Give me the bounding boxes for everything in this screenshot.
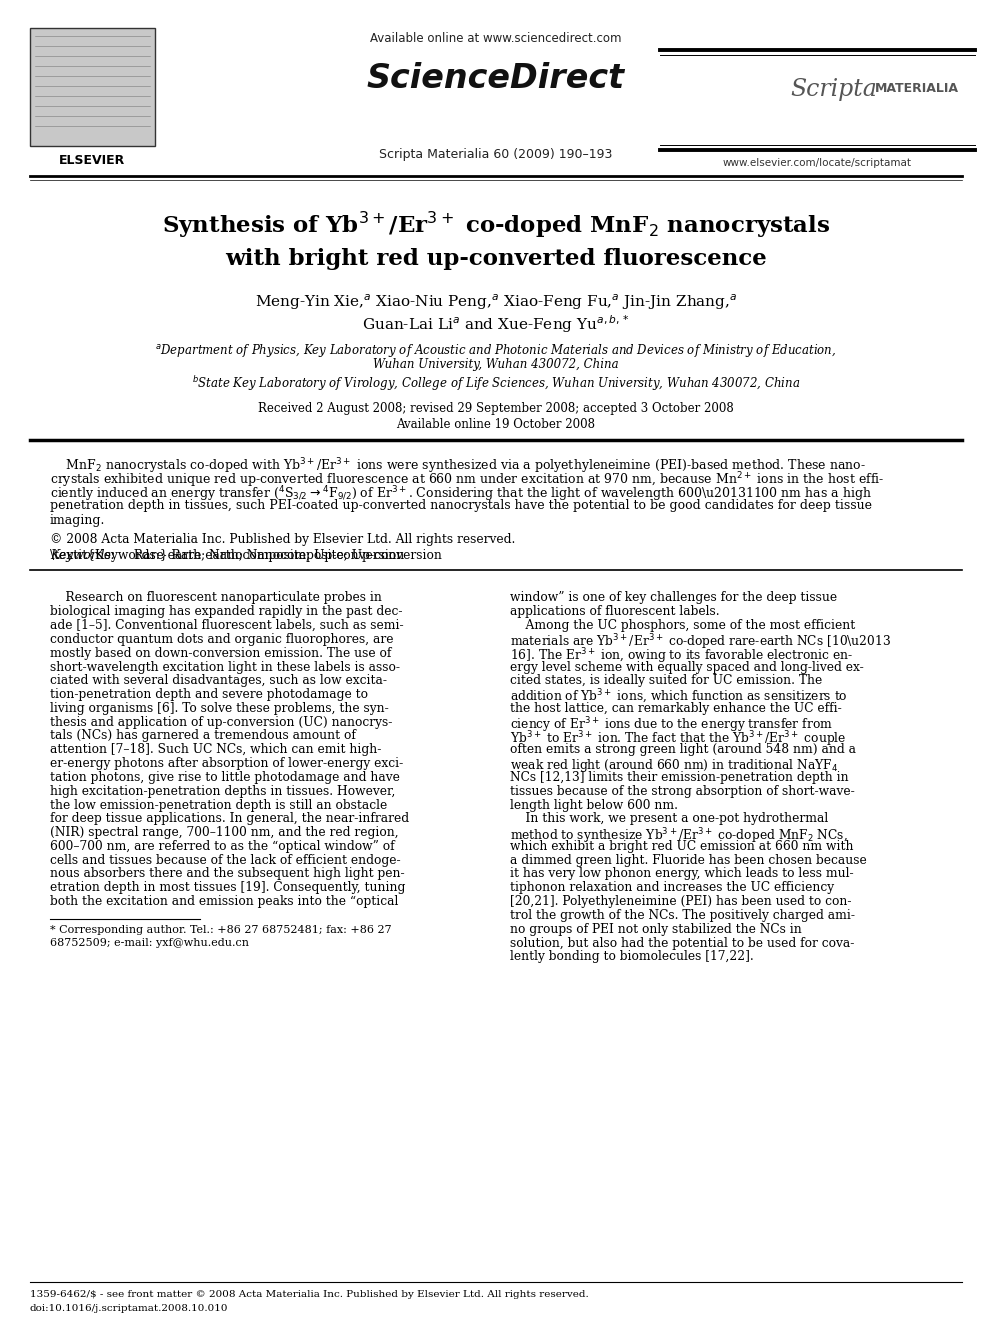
Text: cells and tissues because of the lack of efficient endoge-: cells and tissues because of the lack of… (50, 853, 401, 867)
Text: Guan-Lai Li$^{a}$ and Xue-Feng Yu$^{a,b,*}$: Guan-Lai Li$^{a}$ and Xue-Feng Yu$^{a,b,… (362, 314, 630, 335)
Text: imaging.: imaging. (50, 515, 105, 527)
Text: which exhibit a bright red UC emission at 660 nm with: which exhibit a bright red UC emission a… (510, 840, 853, 853)
Bar (30, 28, 155, 146)
Text: no groups of PEI not only stabilized the NCs in: no groups of PEI not only stabilized the… (510, 922, 802, 935)
Text: cited states, is ideally suited for UC emission. The: cited states, is ideally suited for UC e… (510, 675, 822, 688)
Text: Scripta: Scripta (790, 78, 877, 101)
Text: short-wavelength excitation light in these labels is asso-: short-wavelength excitation light in the… (50, 660, 400, 673)
Text: doi:10.1016/j.scriptamat.2008.10.010: doi:10.1016/j.scriptamat.2008.10.010 (30, 1304, 228, 1312)
Text: tion-penetration depth and severe photodamage to: tion-penetration depth and severe photod… (50, 688, 368, 701)
Text: ciently induced an energy transfer ($^4$S$_{3/2}$$\rightarrow$$^4$F$_{9/2}$) of : ciently induced an energy transfer ($^4$… (50, 486, 872, 504)
Text: Among the UC phosphors, some of the most efficient: Among the UC phosphors, some of the most… (510, 619, 855, 632)
Text: ciency of Er$^{3+}$ ions due to the energy transfer from: ciency of Er$^{3+}$ ions due to the ener… (510, 716, 832, 736)
Text: (NIR) spectral range, 700–1100 nm, and the red region,: (NIR) spectral range, 700–1100 nm, and t… (50, 826, 399, 839)
Text: Yb$^{3+}$ to Er$^{3+}$ ion. The fact that the Yb$^{3+}$/Er$^{3+}$ couple: Yb$^{3+}$ to Er$^{3+}$ ion. The fact tha… (510, 729, 846, 749)
Text: trol the growth of the NCs. The positively charged ami-: trol the growth of the NCs. The positive… (510, 909, 855, 922)
Text: ELSEVIER: ELSEVIER (60, 153, 126, 167)
Text: method to synthesize Yb$^{3+}$/Er$^{3+}$ co-doped MnF$_2$ NCs,: method to synthesize Yb$^{3+}$/Er$^{3+}$… (510, 826, 848, 845)
Text: Research on fluorescent nanoparticulate probes in: Research on fluorescent nanoparticulate … (50, 591, 382, 605)
Text: $^{a}$Department of Physics, Key Laboratory of Acoustic and Photonic Materials a: $^{a}$Department of Physics, Key Laborat… (156, 343, 836, 359)
Text: Available online at www.sciencedirect.com: Available online at www.sciencedirect.co… (370, 32, 622, 45)
Text: Synthesis of Yb$^{3+}$/Er$^{3+}$ co-doped MnF$_2$ nanocrystals: Synthesis of Yb$^{3+}$/Er$^{3+}$ co-dope… (162, 210, 830, 241)
Text: [20,21]. Polyethyleneimine (PEI) has been used to con-: [20,21]. Polyethyleneimine (PEI) has bee… (510, 896, 851, 908)
Text: www.elsevier.com/locate/scriptamat: www.elsevier.com/locate/scriptamat (723, 157, 912, 168)
Text: Wuhan University, Wuhan 430072, China: Wuhan University, Wuhan 430072, China (373, 359, 619, 370)
Text: applications of fluorescent labels.: applications of fluorescent labels. (510, 606, 719, 618)
Text: window” is one of key challenges for the deep tissue: window” is one of key challenges for the… (510, 591, 837, 605)
Text: it has very low phonon energy, which leads to less mul-: it has very low phonon energy, which lea… (510, 868, 854, 881)
Text: Available online 19 October 2008: Available online 19 October 2008 (397, 418, 595, 431)
Text: $^{b}$State Key Laboratory of Virology, College of Life Sciences, Wuhan Universi: $^{b}$State Key Laboratory of Virology, … (191, 374, 801, 393)
Text: weak red light (around 660 nm) in traditional NaYF$_4$: weak red light (around 660 nm) in tradit… (510, 757, 838, 774)
Text: MATERIALIA: MATERIALIA (875, 82, 959, 95)
Text: \textit{Keywords:} Rare earth; Nanocomposite; Up-conversion: \textit{Keywords:} Rare earth; Nanocompo… (50, 549, 441, 562)
Text: er-energy photons after absorption of lower-energy exci-: er-energy photons after absorption of lo… (50, 757, 404, 770)
Text: high excitation-penetration depths in tissues. However,: high excitation-penetration depths in ti… (50, 785, 396, 798)
Text: © 2008 Acta Materialia Inc. Published by Elsevier Ltd. All rights reserved.: © 2008 Acta Materialia Inc. Published by… (50, 532, 516, 545)
Text: ScienceDirect: ScienceDirect (367, 62, 625, 95)
Text: living organisms [6]. To solve these problems, the syn-: living organisms [6]. To solve these pro… (50, 703, 389, 714)
Text: conductor quantum dots and organic fluorophores, are: conductor quantum dots and organic fluor… (50, 632, 394, 646)
Text: with bright red up-converted fluorescence: with bright red up-converted fluorescenc… (225, 247, 767, 270)
Text: In this work, we present a one-pot hydrothermal: In this work, we present a one-pot hydro… (510, 812, 828, 826)
Text: 1359-6462/$ - see front matter © 2008 Acta Materialia Inc. Published by Elsevier: 1359-6462/$ - see front matter © 2008 Ac… (30, 1290, 588, 1299)
Text: for deep tissue applications. In general, the near-infrared: for deep tissue applications. In general… (50, 812, 409, 826)
Text: Received 2 August 2008; revised 29 September 2008; accepted 3 October 2008: Received 2 August 2008; revised 29 Septe… (258, 402, 734, 415)
Text: Scripta Materialia 60 (2009) 190–193: Scripta Materialia 60 (2009) 190–193 (379, 148, 613, 161)
Text: MnF$_2$ nanocrystals co-doped with Yb$^{3+}$/Er$^{3+}$ ions were synthesized via: MnF$_2$ nanocrystals co-doped with Yb$^{… (50, 456, 866, 475)
Text: the host lattice, can remarkably enhance the UC effi-: the host lattice, can remarkably enhance… (510, 703, 842, 714)
Text: penetration depth in tissues, such PEI-coated up-converted nanocrystals have the: penetration depth in tissues, such PEI-c… (50, 500, 872, 512)
Text: Rare earth; Nanocomposite; Up-conversion: Rare earth; Nanocomposite; Up-conversion (130, 549, 405, 562)
Text: tals (NCs) has garnered a tremendous amount of: tals (NCs) has garnered a tremendous amo… (50, 729, 356, 742)
Text: ergy level scheme with equally spaced and long-lived ex-: ergy level scheme with equally spaced an… (510, 660, 864, 673)
Text: ade [1–5]. Conventional fluorescent labels, such as semi-: ade [1–5]. Conventional fluorescent labe… (50, 619, 404, 632)
Text: 68752509; e-mail: yxf@whu.edu.cn: 68752509; e-mail: yxf@whu.edu.cn (50, 938, 249, 947)
Text: tation photons, give rise to little photodamage and have: tation photons, give rise to little phot… (50, 771, 400, 785)
Text: addition of Yb$^{3+}$ ions, which function as sensitizers to: addition of Yb$^{3+}$ ions, which functi… (510, 688, 848, 706)
Text: biological imaging has expanded rapidly in the past dec-: biological imaging has expanded rapidly … (50, 606, 403, 618)
Text: tissues because of the strong absorption of short-wave-: tissues because of the strong absorption… (510, 785, 855, 798)
Text: materials are Yb$^{3+}$/Er$^{3+}$ co-doped rare-earth NCs [10\u2013: materials are Yb$^{3+}$/Er$^{3+}$ co-dop… (510, 632, 891, 652)
Text: Meng-Yin Xie,$^{a}$ Xiao-Niu Peng,$^{a}$ Xiao-Feng Fu,$^{a}$ Jin-Jin Zhang,$^{a}: Meng-Yin Xie,$^{a}$ Xiao-Niu Peng,$^{a}$… (255, 292, 737, 312)
Text: 600–700 nm, are referred to as the “optical window” of: 600–700 nm, are referred to as the “opti… (50, 840, 395, 853)
Text: both the excitation and emission peaks into the “optical: both the excitation and emission peaks i… (50, 896, 399, 908)
Text: * Corresponding author. Tel.: +86 27 68752481; fax: +86 27: * Corresponding author. Tel.: +86 27 687… (50, 925, 392, 935)
Text: tiphonon relaxation and increases the UC efficiency: tiphonon relaxation and increases the UC… (510, 881, 834, 894)
Text: nous absorbers there and the subsequent high light pen-: nous absorbers there and the subsequent … (50, 868, 405, 881)
Text: 16]. The Er$^{3+}$ ion, owing to its favorable electronic en-: 16]. The Er$^{3+}$ ion, owing to its fav… (510, 647, 853, 667)
Text: solution, but also had the potential to be used for cova-: solution, but also had the potential to … (510, 937, 854, 950)
Text: mostly based on down-conversion emission. The use of: mostly based on down-conversion emission… (50, 647, 392, 660)
Text: a dimmed green light. Fluoride has been chosen because: a dimmed green light. Fluoride has been … (510, 853, 867, 867)
Text: thesis and application of up-conversion (UC) nanocrys-: thesis and application of up-conversion … (50, 716, 393, 729)
Text: attention [7–18]. Such UC NCs, which can emit high-: attention [7–18]. Such UC NCs, which can… (50, 744, 381, 757)
Text: crystals exhibited unique red up-converted fluorescence at 660 nm under excitati: crystals exhibited unique red up-convert… (50, 471, 885, 490)
Text: often emits a strong green light (around 548 nm) and a: often emits a strong green light (around… (510, 744, 856, 757)
Text: NCs [12,13] limits their emission-penetration depth in: NCs [12,13] limits their emission-penetr… (510, 771, 848, 785)
Text: lently bonding to biomolecules [17,22].: lently bonding to biomolecules [17,22]. (510, 950, 754, 963)
Text: the low emission-penetration depth is still an obstacle: the low emission-penetration depth is st… (50, 799, 387, 811)
Text: length light below 600 nm.: length light below 600 nm. (510, 799, 678, 811)
Text: Keywords:: Keywords: (50, 549, 115, 562)
Text: ciated with several disadvantages, such as low excita-: ciated with several disadvantages, such … (50, 675, 387, 688)
Text: etration depth in most tissues [19]. Consequently, tuning: etration depth in most tissues [19]. Con… (50, 881, 406, 894)
